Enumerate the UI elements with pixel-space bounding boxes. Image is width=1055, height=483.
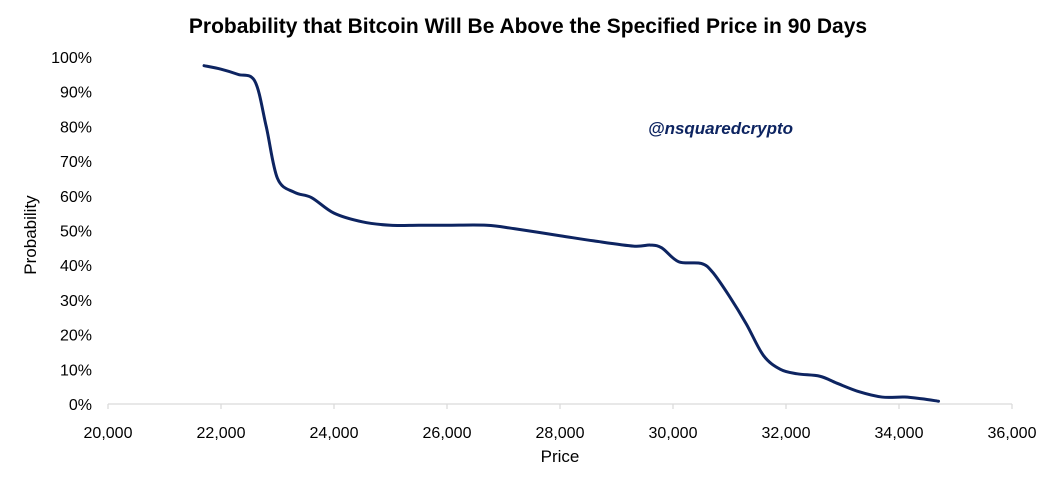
x-axis-label: Price (541, 447, 580, 466)
x-tick-label: 34,000 (875, 425, 924, 442)
x-tick-label: 32,000 (762, 425, 811, 442)
x-tick-label: 26,000 (423, 425, 472, 442)
x-tick-label: 36,000 (988, 425, 1037, 442)
y-tick-label: 70% (60, 154, 92, 171)
y-tick-label: 80% (60, 119, 92, 136)
y-tick-label: 100% (51, 50, 92, 67)
y-tick-label: 0% (69, 397, 92, 414)
y-axis-ticks: 0% 10% 20% 30% 40% 50% 60% 70% 80% 90% 100% (51, 50, 92, 414)
y-tick-label: 30% (60, 293, 92, 310)
y-tick-label: 10% (60, 362, 92, 379)
y-tick-label: 90% (60, 85, 92, 102)
y-axis-label: Probability (21, 195, 40, 275)
chart-title: Probability that Bitcoin Will Be Above t… (189, 15, 867, 38)
x-tick-label: 28,000 (536, 425, 585, 442)
probability-series-line (202, 64, 941, 403)
x-axis-ticks: 20,000 22,000 24,000 26,000 28,000 30,000 32,0… (84, 404, 1037, 442)
y-tick-label: 40% (60, 258, 92, 275)
x-tick-label: 24,000 (310, 425, 359, 442)
watermark-annotation: @nsquaredcrypto (648, 119, 793, 138)
x-tick-label: 22,000 (197, 425, 246, 442)
x-tick-label: 20,000 (84, 425, 133, 442)
x-tick-label: 30,000 (649, 425, 698, 442)
y-tick-label: 60% (60, 189, 92, 206)
y-tick-label: 50% (60, 224, 92, 241)
y-tick-label: 20% (60, 328, 92, 345)
